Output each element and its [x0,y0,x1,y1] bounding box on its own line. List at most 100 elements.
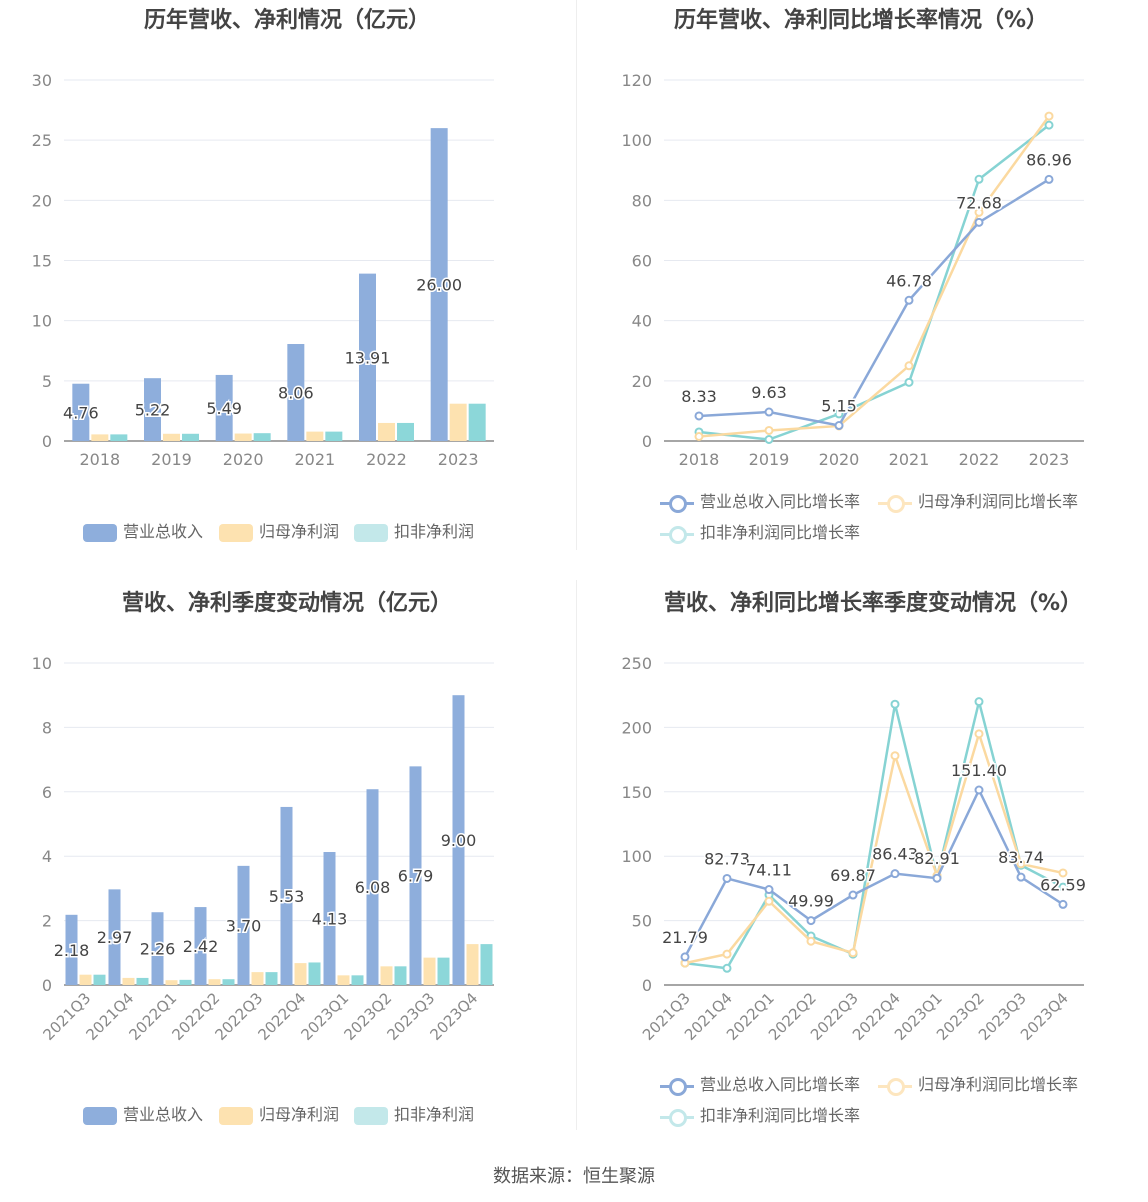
bar-deducted-profit [182,433,199,441]
x-tick-label: 2020 [819,450,860,469]
data-label: 74.11 [746,861,792,880]
legend-label: 扣非净利润同比增长率 [700,1106,861,1125]
x-tick-label: 2018 [79,450,120,469]
bar-parent-profit [79,974,92,985]
y-tick-label: 5 [42,372,52,391]
bar-parent-profit [337,975,350,985]
legend-label: 营业总收入同比增长率 [700,492,861,511]
data-point [1058,899,1068,909]
bar-parent-profit [165,980,178,985]
data-point [1044,174,1054,184]
data-point [932,873,942,883]
bar-deducted-profit [480,944,493,985]
data-label: 5.22 [135,401,171,420]
legend-label: 营业总收入 [123,1105,204,1124]
bar-revenue [194,907,207,985]
data-point [764,407,774,417]
bar-parent-profit [380,966,393,985]
bar-revenue [323,852,336,985]
legend-swatch [878,1077,912,1096]
legend-item-parent-profit[interactable]: 归母净利润 [219,518,339,542]
data-label: 2.42 [183,937,219,956]
y-tick-label: 25 [32,131,52,150]
data-point [1058,868,1068,878]
data-point [974,729,984,739]
bar-deducted-profit [325,431,343,441]
bar-revenue [359,273,376,441]
y-tick-label: 50 [632,912,652,931]
legend-label: 归母净利润同比增长率 [918,492,1079,511]
data-point [764,425,774,435]
data-label: 9.63 [751,383,787,402]
bar-parent-profit [423,957,436,985]
data-point [722,963,732,973]
bar-deducted-profit [179,979,192,985]
x-tick-label: 2023Q4 [427,989,482,1044]
annual-amount-panel: 历年营收、净利情况（亿元） 0 5 10 15 20 25 30 2018 2019 2020 20… [0,0,574,580]
legend-label: 归母净利润同比增长率 [918,1075,1079,1094]
y-tick-label: 0 [42,432,52,451]
data-point [890,869,900,879]
data-label: 13.91 [345,348,391,367]
annual-growth-panel: 历年营收、净利同比增长率情况（%） 0 20 40 60 80 100 120 2018 201… [574,0,1148,580]
legend-swatch [660,1077,694,1096]
quarterly-growth-chart: 0501001502002502021Q32021Q42022Q12022Q22… [621,654,1087,1044]
legend-item-deducted-profit[interactable]: 扣非净利润 [354,518,474,542]
x-tick-label: 2023 [438,450,479,469]
data-point [764,434,774,444]
legend-item-deducted-profit[interactable]: 扣非净利润 [354,1101,474,1125]
y-tick-label: 2 [42,912,52,931]
series-line-revenue [683,787,1064,958]
y-tick-label: 15 [32,252,52,271]
legend-item-parent-profit[interactable]: 归母净利润 [219,1101,339,1125]
legend-swatch [354,523,388,542]
bar-revenue [144,378,161,441]
x-tick-label: 2021 [294,450,335,469]
chart-title: 历年营收、净利情况（亿元） [143,8,430,33]
chart-title: 营收、净利同比增长率季度变动情况（%） [663,591,1083,616]
bar-parent-profit [449,403,467,441]
y-tick-label: 10 [32,654,52,673]
data-point [1016,859,1026,869]
legend-label: 归母净利润 [259,1105,340,1124]
bar-revenue [215,374,233,441]
legend-label: 扣非净利润 [394,522,475,541]
legend-item-deducted-growth[interactable]: 扣非净利润同比增长率 [660,519,860,544]
legend-item-parent-growth[interactable]: 归母净利润同比增长率 [878,488,1079,513]
legend-item-revenue-growth[interactable]: 营业总收入同比增长率 [660,1071,860,1096]
bar-revenue [65,914,78,985]
bar-parent-profit [306,431,324,441]
y-tick-label: 4 [42,847,52,866]
x-tick-label: 2019 [151,450,192,469]
y-tick-label: 30 [32,71,52,90]
annual-amount-chart: 0 5 10 15 20 25 30 2018 2019 2020 2021 2022 2023 4.76… [32,71,494,469]
x-tick-label: 2022 [366,450,407,469]
data-point [974,217,984,227]
data-point [834,421,844,431]
data-label: 2.26 [140,940,176,959]
legend-item-deducted-growth[interactable]: 扣非净利润同比增长率 [660,1102,861,1127]
bar-deducted-profit [468,403,486,441]
data-label: 151.40 [951,761,1007,780]
data-label: 62.59 [1040,875,1086,894]
data-label: 21.79 [662,928,708,947]
legend-item-revenue-growth[interactable]: 营业总收入同比增长率 [660,488,861,513]
legend-swatch [219,1106,253,1125]
legend-item-revenue[interactable]: 营业总收入 [83,1101,203,1125]
data-point [680,952,690,962]
data-point [694,411,704,421]
legend-item-parent-growth[interactable]: 归母净利润同比增长率 [878,1071,1079,1096]
data-point [890,751,900,761]
data-point [764,896,774,906]
legend-swatch [660,494,694,513]
y-tick-label: 120 [621,71,652,90]
data-point [904,361,914,371]
quarterly-growth-panel: 营收、净利同比增长率季度变动情况（%） 0 50 100 150 200 250 2021Q… [574,583,1148,1163]
y-tick-label: 8 [42,718,52,737]
data-label: 72.68 [956,193,1002,212]
y-tick-label: 150 [621,783,652,802]
y-tick-label: 100 [621,131,652,150]
data-point [764,885,774,895]
data-label: 4.13 [312,910,348,929]
legend-item-revenue[interactable]: 营业总收入 [83,518,203,542]
